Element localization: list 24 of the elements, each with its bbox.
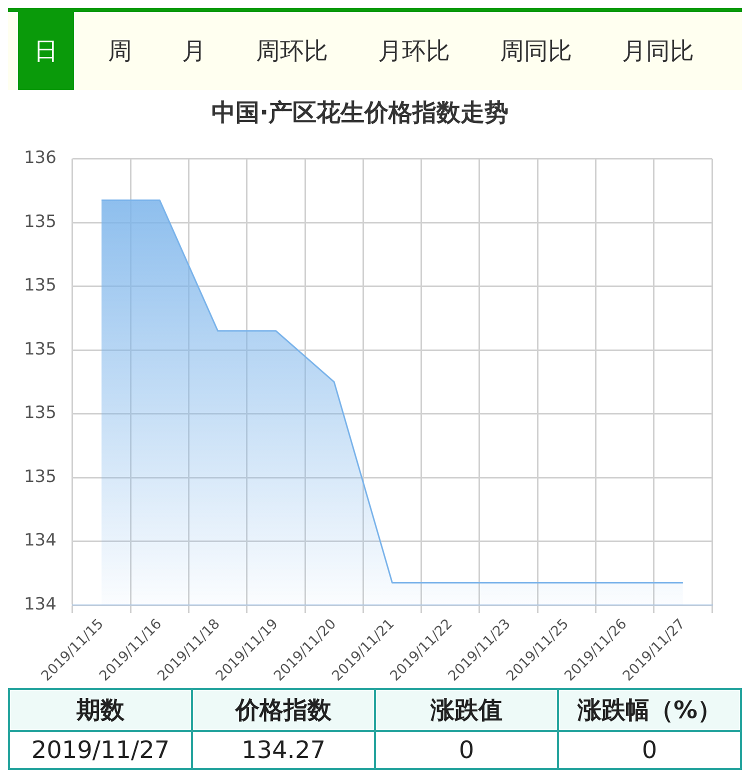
y-tick-label: 135 [24,276,56,296]
text: 日 [18,12,74,90]
y-tick-label: 135 [24,339,56,360]
text: 价格指数 [192,689,375,731]
y-tick-label: 136 [24,148,56,168]
text: 月环比 [377,36,451,67]
text: 周环比 [255,36,329,67]
text: 0 [558,731,741,769]
text: 2019/11/27 [9,731,192,769]
text: 月 [181,36,207,67]
text: 期数 [9,689,192,731]
text: 周 [107,36,133,67]
y-tick-label: 134 [24,530,56,551]
y-tick-label: 135 [24,212,56,232]
text: 月同比 [621,36,695,67]
text: 134.27 [192,731,375,769]
text: 周同比 [499,36,573,67]
text: 涨跌值 [375,689,558,731]
chart-title: 中国·产区花生价格指数走势 [211,98,509,127]
text: 涨跌幅（%） [558,689,741,731]
y-tick-label: 134 [24,594,56,614]
text: 0 [375,731,558,769]
y-tick-label: 135 [24,466,56,487]
y-tick-label: 135 [24,403,56,424]
